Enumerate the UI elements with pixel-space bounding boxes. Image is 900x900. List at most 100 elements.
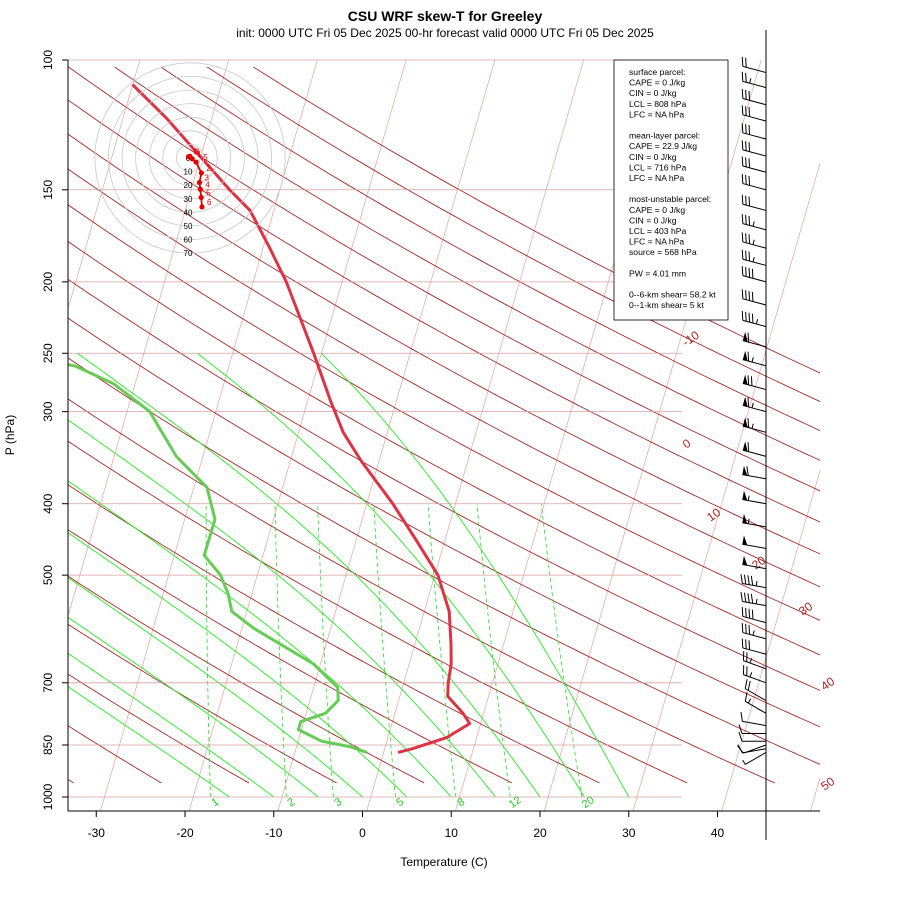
- wind-barb-full: [741, 140, 744, 150]
- wind-barb: [742, 555, 767, 570]
- wind-barb-half: [747, 698, 752, 704]
- wind-barb-full: [740, 592, 743, 602]
- mixing-ratio-label: 8: [455, 796, 467, 809]
- wind-barb: [742, 465, 767, 480]
- wind-barb-full: [741, 310, 744, 321]
- y-tick-label: 250: [41, 343, 55, 363]
- wind-barb-shaft: [742, 275, 767, 283]
- wind-barb-flag: [742, 555, 748, 566]
- wind-barb: [741, 623, 767, 640]
- wind-barb-full: [745, 267, 747, 277]
- background-lines: [68, 60, 820, 811]
- wind-barb: [740, 574, 767, 589]
- hodograph-ring: [135, 103, 245, 213]
- hodograph-point: [189, 156, 195, 162]
- wind-barb-full: [741, 266, 744, 276]
- wind-barb-full: [747, 418, 750, 428]
- wind-barb: [740, 592, 767, 607]
- wind-barb-full: [741, 156, 744, 167]
- dry-adiabat-line: [68, 204, 820, 621]
- hodograph-ring-label: 20: [184, 181, 193, 190]
- mixing-ratio-label: 12: [507, 794, 524, 811]
- wind-barb-full: [744, 679, 748, 689]
- hodograph-ring-label: 40: [184, 208, 193, 217]
- wind-barb-full: [748, 125, 751, 135]
- wind-barb-half: [752, 239, 755, 245]
- wind-barb-full: [747, 442, 750, 452]
- wind-barb-full: [738, 724, 743, 734]
- moist-adiabat-line: [68, 576, 363, 798]
- wind-barb: [741, 266, 767, 283]
- wind-barb-full: [741, 123, 744, 133]
- wind-barb-full: [748, 624, 751, 635]
- wind-barb-full: [745, 623, 747, 634]
- wind-barb: [741, 140, 767, 157]
- profile-line: [131, 83, 472, 754]
- wind-barb-full: [747, 397, 750, 408]
- wind-barb-full: [745, 639, 747, 649]
- mixing-ratio-line: [373, 503, 396, 798]
- wind-barb-full: [748, 640, 751, 650]
- isotherm-line: [277, 60, 496, 811]
- wind-barb: [742, 651, 767, 670]
- wind-barb: [742, 665, 767, 684]
- wind-barb-full: [748, 234, 751, 244]
- wind-barb: [742, 331, 767, 348]
- wind-barb: [741, 89, 767, 106]
- wind-barb-shaft: [742, 80, 767, 89]
- wind-barb-full: [745, 290, 747, 300]
- wind-barb: [741, 105, 767, 122]
- wind-barb-full: [748, 142, 751, 152]
- wind-barb: [742, 396, 767, 413]
- wind-barb-full: [741, 174, 744, 184]
- wind-barb-full: [740, 711, 743, 722]
- wind-barb-half: [752, 221, 755, 227]
- wind-barb: [742, 535, 767, 549]
- wind-barb-half: [751, 423, 754, 429]
- info-box-frame: [613, 59, 729, 321]
- wind-barb-full: [741, 194, 744, 205]
- hodograph-point: [197, 186, 203, 192]
- wind-barb-shaft: [742, 132, 767, 140]
- mixing-ratio-labels: 1 2 3 5 8 12 20: [209, 794, 596, 811]
- x-tick-label: 20: [533, 826, 547, 840]
- wind-barb: [740, 711, 767, 727]
- wind-barb-flag: [742, 535, 748, 546]
- wind-barb-full: [743, 574, 747, 585]
- isotherm-line: [810, 776, 820, 811]
- wind-barb-half: [755, 598, 758, 604]
- isotherm-line: [721, 469, 820, 811]
- dry-adiabat-line: [68, 133, 820, 555]
- wind-barb-full: [738, 732, 743, 742]
- wind-barb-full: [748, 291, 751, 301]
- wind-barb-shaft: [744, 751, 767, 765]
- wind-barb-full: [741, 249, 744, 260]
- x-tick-label: -20: [176, 826, 194, 840]
- hodograph-point-label: 1: [197, 150, 202, 159]
- y-tick-label: 300: [41, 401, 55, 421]
- wind-barb-full: [746, 466, 749, 476]
- wind-barb: [744, 679, 767, 702]
- hodograph-ring: [121, 89, 259, 227]
- wind-barb-shaft: [742, 632, 767, 640]
- mixing-ratio-label: 20: [580, 794, 597, 811]
- mixing-ratio-label: 5: [394, 796, 406, 809]
- info-line: PW = 4.01 mm: [629, 268, 686, 278]
- wind-barb-shaft: [742, 298, 767, 306]
- wind-barb-full: [748, 196, 751, 207]
- wind-barb-full: [750, 593, 754, 604]
- wind-barb-shaft: [742, 615, 767, 624]
- wind-barb-shaft: [742, 600, 767, 607]
- wind-barb-full: [750, 376, 753, 386]
- wind-barb-full: [747, 351, 750, 362]
- info-line: mean-layer parcel:: [629, 131, 700, 141]
- x-tick-label: 0: [359, 826, 366, 840]
- wind-barb-shaft: [744, 688, 767, 702]
- wind-barb-shaft: [742, 149, 767, 157]
- isobar-lines: [68, 59, 682, 798]
- wind-barb: [738, 724, 766, 734]
- moist-adiabat-line: [77, 352, 541, 798]
- mixing-ratio-label: 1: [209, 796, 221, 809]
